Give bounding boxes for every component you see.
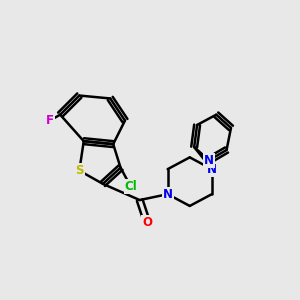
Text: S: S [75, 164, 84, 177]
Text: N: N [163, 188, 173, 201]
Text: N: N [204, 154, 214, 167]
Text: O: O [142, 216, 152, 229]
Text: F: F [46, 114, 54, 127]
Text: N: N [207, 163, 217, 176]
Text: Cl: Cl [124, 180, 137, 193]
